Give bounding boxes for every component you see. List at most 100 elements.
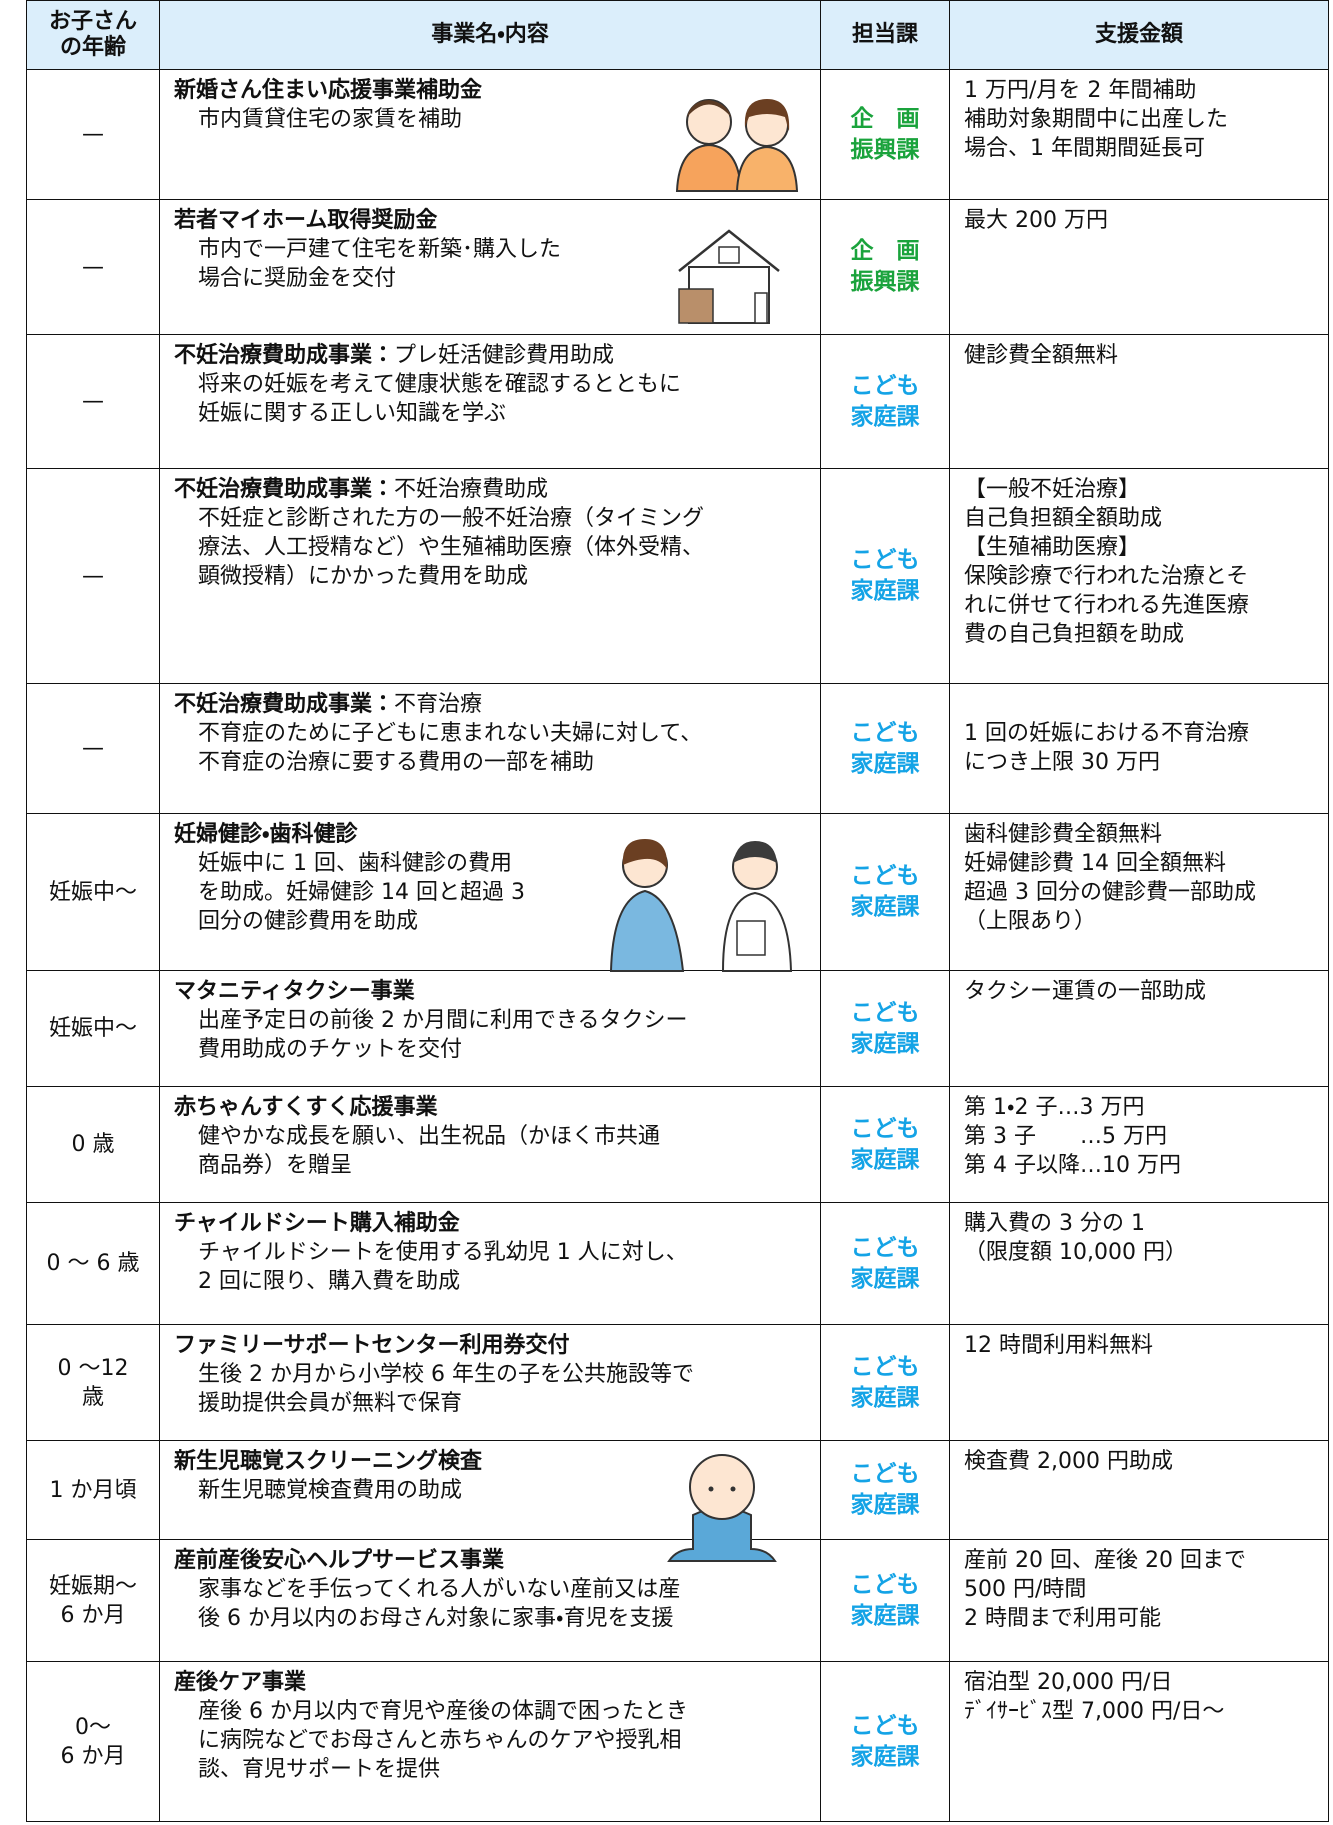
program-description: 市内で一戸建て住宅を新築･購入した 場合に奨励金を交付	[174, 235, 810, 293]
description-line: に病院などでお母さんと赤ちゃんのケアや授乳相	[198, 1728, 682, 1753]
age-cell: 0～ 6 か月	[26, 1661, 160, 1822]
age-cell: —	[26, 468, 160, 684]
age-text: 妊娠中～	[48, 879, 137, 905]
program-description: 不育症のために子どもに恵まれない夫婦に対して、 不育症の治療に要する費用の一部を補…	[174, 719, 810, 777]
header-text: の年齢	[59, 35, 126, 60]
amount-line: 最大 200 万円	[964, 208, 1108, 233]
amount-line: 産前 20 回、産後 20 回まで	[964, 1548, 1246, 1573]
description-line: 生後 2 か月から小学校 6 年生の子を公共施設等で	[198, 1362, 694, 1387]
department-cell: こども 家庭課	[820, 468, 950, 684]
age-text: —	[82, 563, 104, 589]
department-text: 家庭課	[850, 1743, 920, 1770]
content-cell: 不妊治療費助成事業：プレ妊活健診費用助成 将来の妊娠を考えて健康状態を確認するとと…	[159, 334, 821, 469]
description-line: 回分の健診費用を助成	[198, 909, 419, 934]
program-title: 不妊治療費助成事業：	[174, 343, 395, 368]
department-cell: こども 家庭課	[820, 683, 950, 814]
program-title: 若者マイホーム取得奨励金	[174, 208, 438, 233]
amount-line: 検査費 2,000 円助成	[964, 1449, 1173, 1474]
amount-line: タクシー運賃の一部助成	[964, 979, 1207, 1004]
department-text: こども	[850, 547, 920, 573]
amount-cell: 第 1・2 子…3 万円第 3 子 …5 万円第 4 子以降…10 万円	[949, 1086, 1329, 1203]
description-line: 後 6 か月以内のお母さん対象に家事・育児を支援	[198, 1606, 674, 1631]
age-text: —	[82, 736, 104, 761]
program-title-line: 不妊治療費助成事業：不育治療	[174, 690, 810, 719]
amount-cell: 宿泊型 20,000 円/日 ﾃﾞｲｻｰﾋﾞｽ型 7,000 円/日～	[949, 1661, 1329, 1822]
header-text: 担当課	[851, 22, 918, 47]
amount-line: 2 時間まで利用可能	[964, 1606, 1161, 1631]
program-title: 不妊治療費助成事業：	[174, 692, 395, 717]
table-row: — 新婚さん住まい応援事業補助金 市内賃貸住宅の家賃を補助企 画振興課 1 万円/月を…	[26, 69, 1329, 200]
age-cell: 0 ～12 歳	[26, 1324, 160, 1441]
department-text: こども	[850, 1461, 920, 1487]
age-text: 0 ～ 6 歳	[46, 1251, 140, 1276]
department-text: こども	[850, 1115, 920, 1142]
department-cell: こども 家庭課	[820, 334, 950, 469]
header-text: 支援金額	[1094, 22, 1183, 47]
amount-cell: 健診費全額無料	[949, 334, 1329, 469]
amount-line: 超過 3 回分の健診費一部助成	[964, 880, 1256, 905]
department-text: 家庭課	[850, 1030, 920, 1057]
age-text: 0 歳	[71, 1132, 115, 1157]
program-description: 出産予定日の前後 2 か月間に利用できるタクシー 費用助成のチケットを交付	[174, 1006, 810, 1064]
department-text: こども	[850, 372, 920, 399]
content-cell: 産後ケア事業 産後 6 か月以内で育児や産後の体調で困ったとき に病院などでお母さん…	[159, 1661, 821, 1822]
age-cell: —	[26, 199, 160, 335]
amount-line: 場合、1 年間期間延長可	[964, 136, 1205, 161]
age-text: —	[82, 122, 104, 147]
amount-cell: 1 回の妊娠における不育治療 につき上限 30 万円	[949, 683, 1329, 814]
checkup-illustration	[609, 839, 793, 972]
description-line: 家事などを手伝ってくれる人がいない産前又は産	[198, 1577, 681, 1602]
program-subtitle: プレ妊活健診費用助成	[394, 343, 615, 368]
program-title: 産前産後安心ヘルプサービス事業	[174, 1548, 505, 1573]
table-row: 0 ～12 歳 ファミリーサポートセンター利用券交付 生後 2 か月から小学校 6 年…	[26, 1324, 1329, 1441]
amount-cell: 歯科健診費全額無料 妊婦健診費 14 回全額無料 超過 3 回分の健診費一部助成 （上…	[949, 813, 1329, 971]
department-cell: 企 画振興課	[820, 199, 950, 335]
description-line: 将来の妊娠を考えて健康状態を確認するとともに	[198, 372, 681, 397]
amount-line: 【生殖補助医療】	[964, 535, 1141, 560]
amount-line: れに併せて行われる先進医療	[964, 593, 1249, 618]
age-text: —	[82, 254, 104, 280]
department-text: 家庭課	[850, 578, 920, 604]
program-title: 不妊治療費助成事業：	[174, 477, 395, 502]
content-cell: 不妊治療費助成事業：不育治療 不育症のために子どもに恵まれない夫婦に対して、 不育症…	[159, 683, 821, 814]
program-description: 将来の妊娠を考えて健康状態を確認するとともに 妊娠に関する正しい知識を学ぶ	[174, 370, 810, 428]
age-cell: 1 か月頃	[26, 1440, 160, 1540]
content-cell: チャイルドシート購入補助金 チャイルドシートを使用する乳幼児 1 人に対し、 2 回…	[159, 1202, 821, 1325]
header-row: お子さん の年齢 事業名・内容 担当課 支援金額	[26, 0, 1329, 70]
header-text: 事業名・内容	[431, 22, 549, 47]
department-text: こども	[850, 1712, 920, 1739]
program-description: 産後 6 か月以内で育児や産後の体調で困ったとき に病院などでお母さんと赤ちゃんの…	[174, 1697, 810, 1784]
program-subtitle: 不妊治療費助成	[394, 477, 549, 502]
description-line: 場合に奨励金を交付	[198, 266, 397, 291]
amount-line: 購入費の 3 分の 1	[964, 1211, 1145, 1236]
amount-line: （上限あり）	[964, 909, 1097, 934]
amount-line: 自己負担額全額助成	[964, 506, 1163, 531]
description-line: 新生児聴覚検査費用の助成	[198, 1478, 463, 1503]
department-cell: こども 家庭課	[820, 1324, 950, 1441]
program-description: 家事などを手伝ってくれる人がいない産前又は産後 6 か月以内のお母さん対象に家事…	[174, 1575, 810, 1633]
amount-line: 補助対象期間中に出産した	[964, 107, 1229, 132]
program-title-line: 新婚さん住まい応援事業補助金	[174, 76, 810, 105]
table-row: — 不妊治療費助成事業：不妊治療費助成 不妊症と診断された方の一般不妊治療（タイミン…	[26, 468, 1329, 684]
department-cell: こども 家庭課	[820, 1440, 950, 1540]
baby-illustration	[667, 1454, 777, 1562]
amount-cell: 検査費 2,000 円助成	[949, 1440, 1329, 1540]
program-title: 妊婦健診・歯科健診	[174, 822, 358, 847]
program-title-line: 新生児聴覚スクリーニング検査	[174, 1447, 810, 1476]
description-line: を助成。妊婦健診 14 回と超過 3	[198, 880, 525, 905]
age-text: 0 ～12	[57, 1355, 129, 1381]
amount-line: 妊婦健診費 14 回全額無料	[964, 851, 1226, 876]
program-description: 妊娠中に 1 回、歯科健診の費用 を助成。妊婦健診 14 回と超過 3 回分の健診費…	[174, 849, 810, 936]
age-cell: —	[26, 69, 160, 200]
department-text: 振興課	[850, 136, 920, 163]
department-text: 企 画	[850, 105, 920, 132]
description-line: チャイルドシートを使用する乳幼児 1 人に対し、	[198, 1240, 688, 1265]
header-cell: 支援金額	[949, 0, 1329, 70]
program-subtitle: 不育治療	[394, 692, 483, 717]
program-title-line: チャイルドシート購入補助金	[174, 1209, 810, 1238]
amount-line: 【一般不妊治療】	[964, 477, 1141, 502]
amount-line: 1 回の妊娠における不育治療	[964, 721, 1249, 746]
amount-line: 第 4 子以降…10 万円	[964, 1153, 1181, 1178]
table-row: — 若者マイホーム取得奨励金 市内で一戸建て住宅を新築･購入した 場合に奨励金を交付企…	[26, 199, 1329, 335]
program-title: 産後ケア事業	[174, 1670, 307, 1695]
